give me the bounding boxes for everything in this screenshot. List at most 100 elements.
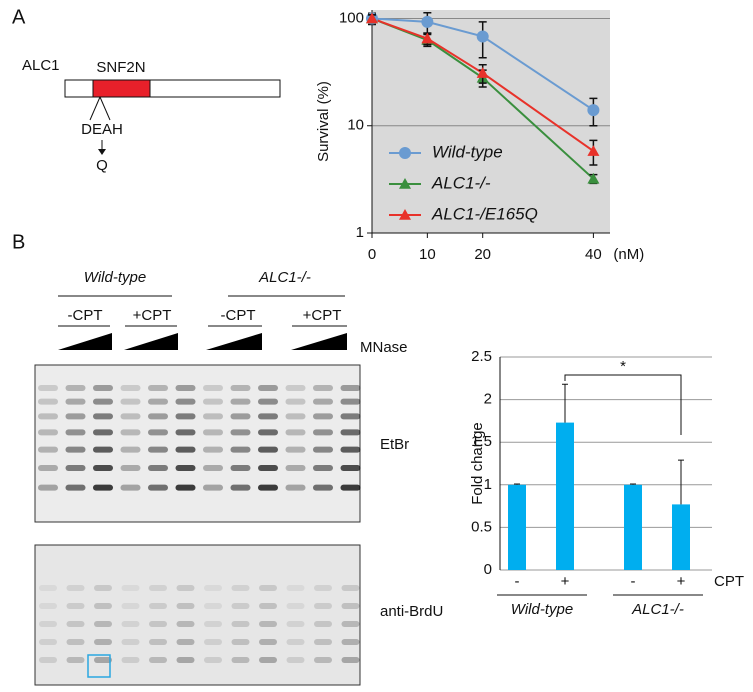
y-axis-label: Survival (%) (315, 81, 332, 162)
band (38, 446, 58, 453)
band (313, 465, 333, 471)
band (340, 413, 361, 420)
band (285, 398, 306, 405)
band (314, 621, 332, 627)
category-axis-label: CPT (714, 573, 744, 590)
band (120, 398, 141, 405)
band (38, 398, 58, 405)
x-unit: (nM) (613, 246, 644, 263)
motif-line (99, 96, 111, 121)
band (231, 585, 250, 591)
band (66, 621, 85, 627)
legend-label: Wild-type (432, 142, 503, 161)
band (314, 585, 332, 591)
band (121, 657, 140, 663)
band (65, 429, 86, 436)
y-tick-label: 0.5 (471, 518, 492, 535)
band (121, 621, 140, 627)
band (204, 639, 222, 645)
band (231, 639, 250, 645)
treatment-label: +CPT (133, 307, 172, 324)
band (39, 621, 57, 627)
stain-label: anti-BrdU (380, 603, 443, 620)
band (285, 385, 306, 391)
band (120, 413, 141, 420)
band (341, 657, 360, 663)
band (341, 603, 360, 609)
band (93, 385, 113, 391)
band (258, 429, 278, 436)
band (39, 585, 57, 591)
band (340, 446, 361, 453)
y-tick-label: 1 (356, 224, 364, 241)
band (94, 603, 112, 609)
y-axis-label: Fold change (469, 422, 486, 505)
band (93, 446, 113, 453)
band (175, 413, 196, 420)
stain-label: EtBr (380, 436, 409, 453)
band (259, 621, 277, 627)
wedge (206, 333, 262, 350)
band (259, 639, 277, 645)
band (203, 484, 223, 491)
band (176, 621, 195, 627)
error-bar (562, 383, 568, 423)
band (65, 465, 86, 471)
x-tick-label: 10 (419, 246, 436, 263)
band (204, 603, 222, 609)
band (203, 413, 223, 420)
genotype-label: Wild-type (84, 269, 146, 286)
band (176, 603, 195, 609)
legend-marker (399, 178, 411, 189)
band (259, 657, 277, 663)
band (204, 585, 222, 591)
x-tick-label: + (677, 573, 686, 590)
band (94, 621, 112, 627)
domain-box (92, 79, 151, 98)
band (39, 657, 57, 663)
mutant-label: Q (96, 157, 108, 174)
band (341, 621, 360, 627)
band (148, 429, 168, 436)
x-tick-label: 0 (368, 246, 376, 263)
band (120, 465, 141, 471)
band (285, 465, 306, 471)
error-bar (514, 483, 520, 485)
point (421, 15, 434, 28)
band (258, 413, 278, 420)
legend-marker (399, 209, 411, 220)
error-bar (630, 483, 636, 485)
band (148, 385, 168, 391)
band (149, 621, 167, 627)
band (65, 484, 86, 491)
motif-label: DEAH (81, 121, 123, 138)
bar (508, 484, 526, 570)
band (285, 413, 306, 420)
band (175, 398, 196, 405)
band (39, 639, 57, 645)
band (65, 385, 86, 391)
band (258, 465, 278, 471)
wedge (58, 333, 112, 350)
band (149, 585, 167, 591)
x-tick-label: 40 (585, 246, 602, 263)
y-tick-label: 100 (339, 9, 364, 26)
band (175, 385, 196, 391)
enzyme-label: MNase (360, 339, 408, 356)
band (93, 465, 113, 471)
band (340, 398, 361, 405)
band (285, 446, 306, 453)
band (38, 484, 58, 491)
band (175, 465, 196, 471)
band (313, 446, 333, 453)
band (259, 585, 277, 591)
band (203, 446, 223, 453)
y-tick-label: 1 (484, 476, 492, 493)
band (175, 446, 196, 453)
band (120, 429, 141, 436)
band (340, 429, 361, 436)
point (476, 30, 489, 43)
band (203, 465, 223, 471)
